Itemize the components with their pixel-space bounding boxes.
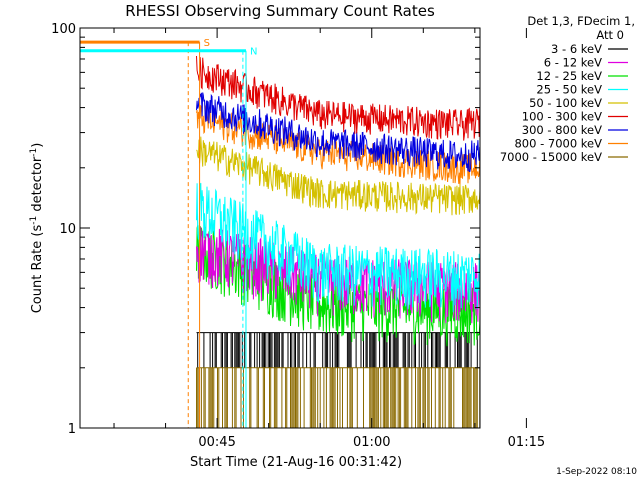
series-line-50-100-kev <box>196 136 480 216</box>
series-line-800-7000-kev <box>196 104 480 185</box>
x-tick-label: 00:45 <box>198 435 235 450</box>
legend-header-line-2: Att 0 <box>596 28 624 42</box>
y-axis-label-part: detector <box>30 156 45 216</box>
plot-area: SN <box>80 38 480 428</box>
x-axis-label: Start Time (21-Aug-16 00:31:42) <box>190 455 402 470</box>
legend-label: 300 - 800 keV <box>522 123 602 137</box>
legend-label: 12 - 25 keV <box>536 69 602 83</box>
y-tick-label: 100 <box>51 22 76 37</box>
series-line-3-6-kev <box>196 332 480 368</box>
legend-label: 100 - 300 keV <box>522 110 602 124</box>
y-tick-label: 1 <box>68 422 76 437</box>
series-line-12-25-kev <box>196 225 480 347</box>
y-axis-label-part: ) <box>30 143 45 148</box>
legend-label: 25 - 50 keV <box>536 83 602 97</box>
chart-title: RHESSI Observing Summary Count Rates <box>125 2 435 20</box>
series-line-7000-15000-kev <box>196 367 480 428</box>
legend-header-line-1: Det 1,3, FDecim 1, <box>527 14 635 28</box>
y-axis-label-part: Count Rate (s <box>30 225 45 314</box>
series-line-100-300-kev <box>196 55 480 141</box>
generation-timestamp: 1-Sep-2022 08:10 <box>556 467 637 477</box>
flag-label-s: S <box>204 38 210 49</box>
x-tick-label: 01:00 <box>353 435 390 450</box>
legend-label: 800 - 7000 keV <box>514 137 602 151</box>
y-axis-label: Count Rate (s-1 detector-1) <box>29 143 45 314</box>
x-tick-label: 01:15 <box>508 435 545 450</box>
legend-label: 7000 - 15000 keV <box>500 150 602 164</box>
y-axis-label-exponent: -1 <box>29 148 39 157</box>
series-line-300-800-kev <box>196 92 480 173</box>
y-axis: 1 10 100 <box>51 22 480 437</box>
series-line-25-50-kev <box>196 182 480 313</box>
legend-label: 6 - 12 keV <box>544 56 602 70</box>
y-tick-label: 10 <box>59 222 76 237</box>
y-axis-label-exponent: -1 <box>29 216 39 225</box>
legend-label: 50 - 100 keV <box>529 96 602 110</box>
flag-label-n: N <box>250 47 257 58</box>
legend-label: 3 - 6 keV <box>551 42 602 56</box>
